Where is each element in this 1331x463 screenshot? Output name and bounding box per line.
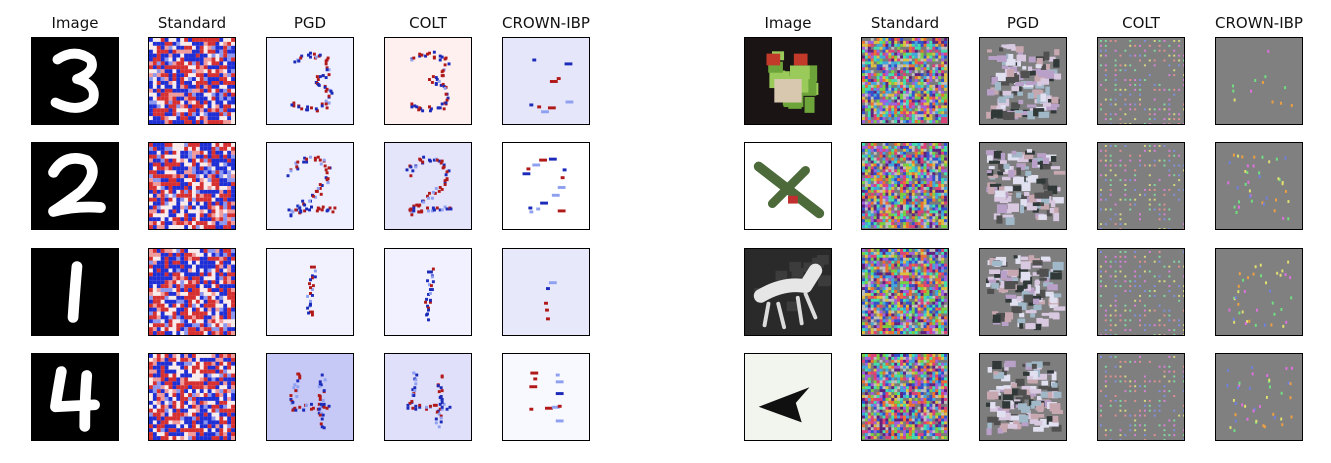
header-cifar-pgd: PGD: [1006, 14, 1040, 32]
mnist-standard-1: [148, 248, 236, 336]
mnist-pgd-1: [266, 248, 354, 336]
mnist-pgd-3: [266, 37, 354, 125]
mnist-standard-3: [148, 37, 236, 125]
cifar-image-horse-2: [744, 248, 832, 336]
header-cifar-standard: Standard: [870, 14, 940, 32]
mnist-crown-ibp-1: [502, 248, 590, 336]
cifar-colt-2: [1097, 248, 1185, 336]
cifar-pgd-0: [979, 37, 1067, 125]
mnist-standard-4: [148, 353, 236, 441]
cifar-colt-0: [1097, 37, 1185, 125]
header-cifar-colt: COLT: [1122, 14, 1160, 32]
mnist-standard-2: [148, 142, 236, 230]
mnist-image-3: [31, 37, 119, 125]
cifar-image-airplane-3: [744, 353, 832, 441]
cifar-pgd-1: [979, 142, 1067, 230]
cifar-standard-0: [861, 37, 949, 125]
mnist-crown-ibp-2: [502, 142, 590, 230]
header-mnist-crown-ibp: CROWN-IBP: [502, 14, 590, 32]
cifar-crown-ibp-2: [1215, 248, 1303, 336]
cifar-image-airplane-1: [744, 142, 832, 230]
cifar-standard-2: [861, 248, 949, 336]
cifar-standard-1: [861, 142, 949, 230]
cifar-pgd-2: [979, 248, 1067, 336]
cifar-crown-ibp-1: [1215, 142, 1303, 230]
mnist-crown-ibp-4: [502, 353, 590, 441]
mnist-colt-3: [384, 37, 472, 125]
mnist-image-4: [31, 353, 119, 441]
header-mnist-standard: Standard: [157, 14, 227, 32]
mnist-pgd-4: [266, 353, 354, 441]
header-mnist-image: Image: [51, 14, 99, 32]
cifar-colt-1: [1097, 142, 1185, 230]
cifar-pgd-3: [979, 353, 1067, 441]
header-cifar-image: Image: [764, 14, 812, 32]
cifar-crown-ibp-3: [1215, 353, 1303, 441]
header-cifar-crown-ibp: CROWN-IBP: [1215, 14, 1303, 32]
mnist-colt-2: [384, 142, 472, 230]
header-mnist-pgd: PGD: [293, 14, 327, 32]
mnist-colt-4: [384, 353, 472, 441]
mnist-colt-1: [384, 248, 472, 336]
mnist-pgd-2: [266, 142, 354, 230]
cifar-standard-3: [861, 353, 949, 441]
cifar-image-frog-0: [744, 37, 832, 125]
mnist-image-1: [31, 248, 119, 336]
mnist-image-2: [31, 142, 119, 230]
header-mnist-colt: COLT: [409, 14, 447, 32]
cifar-colt-3: [1097, 353, 1185, 441]
cifar-crown-ibp-0: [1215, 37, 1303, 125]
mnist-crown-ibp-3: [502, 37, 590, 125]
